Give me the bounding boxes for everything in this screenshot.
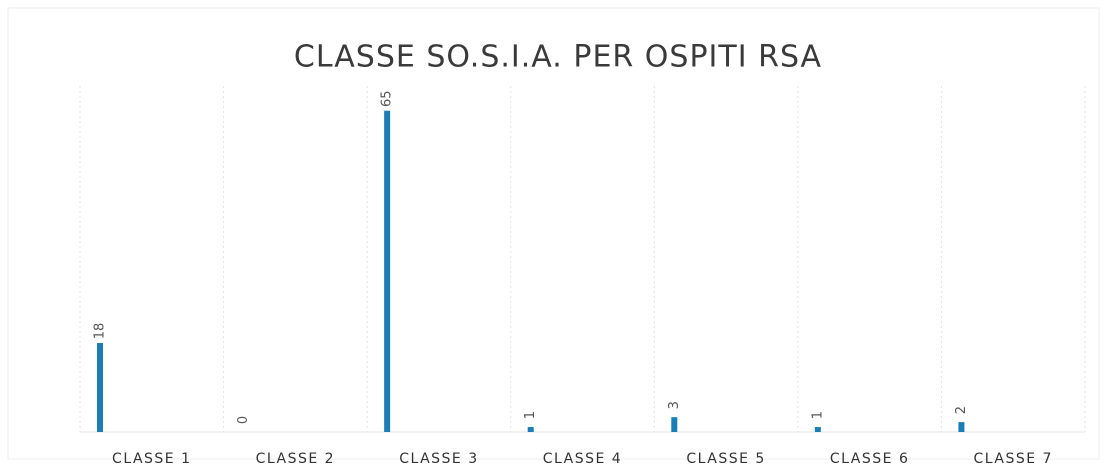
bar: [671, 417, 678, 432]
x-tick-label: CLASSE 1: [112, 451, 191, 467]
bar: [958, 422, 965, 432]
data-label: 18: [93, 323, 108, 340]
data-label: 2: [954, 406, 969, 414]
data-label: 3: [667, 401, 682, 409]
x-tick-label: CLASSE 2: [256, 451, 335, 467]
x-tick-label: CLASSE 3: [399, 451, 478, 467]
chart-frame: [7, 7, 1100, 460]
data-label: 1: [523, 411, 538, 419]
bar: [97, 343, 103, 432]
data-label: 1: [810, 411, 825, 419]
data-label: 65: [380, 90, 395, 107]
chart-title: CLASSE SO.S.I.A. PER OSPITI RSA: [294, 40, 822, 75]
x-tick-label: CLASSE 6: [830, 451, 909, 467]
x-tick-label: CLASSE 4: [543, 451, 622, 467]
x-tick-label: CLASSE 5: [686, 451, 765, 467]
x-tick-label: CLASSE 7: [973, 451, 1052, 467]
bar: [384, 110, 391, 432]
bar: [527, 427, 534, 432]
bar: [814, 427, 821, 432]
data-label: 0: [236, 416, 251, 424]
